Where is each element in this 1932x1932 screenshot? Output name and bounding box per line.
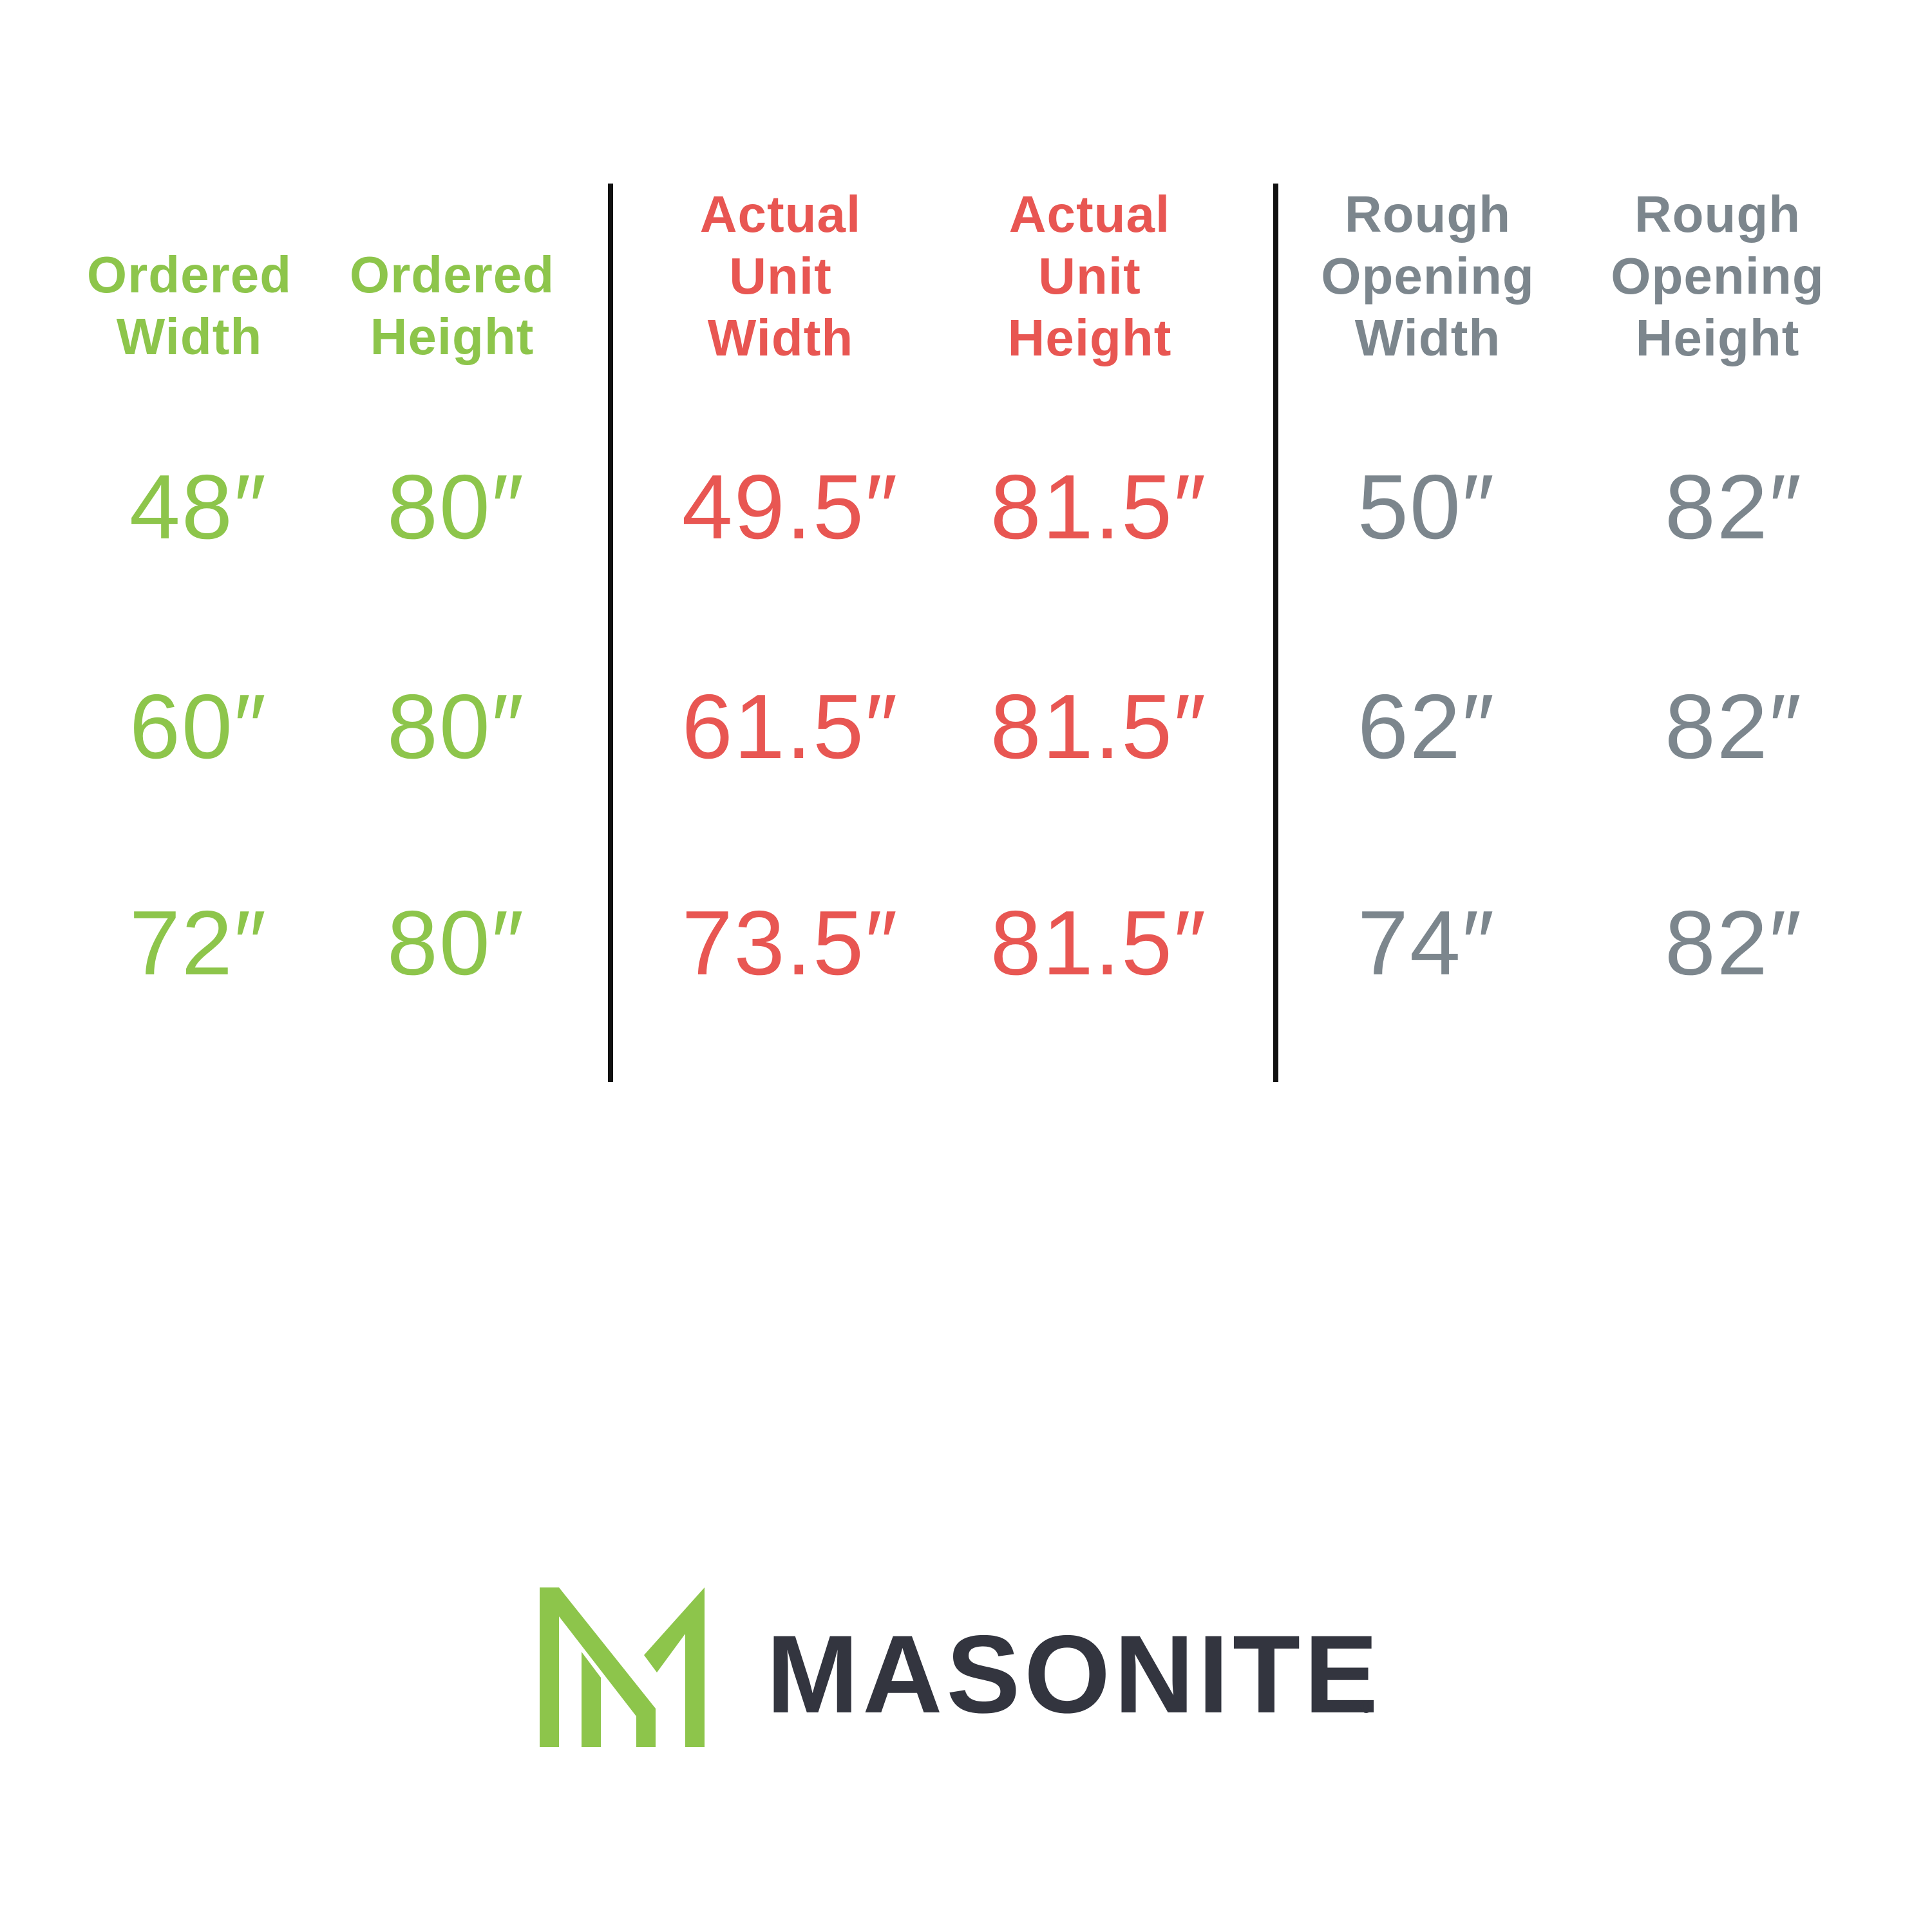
cell-rough-height: 82″: [1664, 892, 1803, 994]
header-line: Height: [370, 308, 535, 365]
header-line: Opening: [1321, 247, 1535, 305]
header-line: Height: [1635, 309, 1800, 366]
brand-wordmark: MASONITE: [766, 1613, 1382, 1736]
header-line: Ordered: [86, 246, 292, 303]
header-line: Actual: [1009, 185, 1171, 243]
cell-ordered-width: 48″: [129, 456, 268, 558]
registered-mark: ®: [1360, 1698, 1373, 1717]
cell-rough-width: 62″: [1357, 676, 1496, 778]
header-line: Width: [707, 309, 854, 366]
header-rough-opening-width: Rough Opening Width: [1293, 184, 1563, 369]
divider-actual-rough: [1273, 184, 1278, 1082]
cell-actual-width: 49.5″: [681, 456, 899, 558]
divider-ordered-actual: [608, 184, 613, 1082]
cell-actual-width: 73.5″: [681, 892, 899, 994]
masonite-m-icon: [540, 1587, 705, 1750]
header-rough-opening-height: Rough Opening Height: [1582, 184, 1853, 369]
cell-ordered-width: 60″: [129, 676, 268, 778]
header-ordered-height: Ordered Height: [317, 244, 587, 368]
header-ordered-width: Ordered Width: [54, 244, 325, 368]
header-line: Actual: [699, 185, 862, 243]
header-line: Width: [116, 308, 263, 365]
cell-actual-height: 81.5″: [990, 892, 1208, 994]
header-line: Ordered: [349, 246, 555, 303]
cell-actual-width: 61.5″: [681, 676, 899, 778]
cell-ordered-height: 80″: [386, 456, 526, 558]
cell-rough-height: 82″: [1664, 676, 1803, 778]
cell-actual-height: 81.5″: [990, 676, 1208, 778]
cell-rough-width: 50″: [1357, 456, 1496, 558]
cell-actual-height: 81.5″: [990, 456, 1208, 558]
cell-ordered-height: 80″: [386, 892, 526, 994]
header-line: Width: [1354, 309, 1501, 366]
header-line: Rough: [1634, 185, 1801, 243]
header-actual-unit-width: Actual Unit Width: [645, 184, 916, 369]
header-line: Rough: [1344, 185, 1511, 243]
header-line: Opening: [1611, 247, 1824, 305]
header-line: Unit: [729, 247, 832, 305]
header-line: Height: [1007, 309, 1172, 366]
cell-ordered-height: 80″: [386, 676, 526, 778]
cell-rough-height: 82″: [1664, 456, 1803, 558]
cell-rough-width: 74″: [1357, 892, 1496, 994]
header-actual-unit-height: Actual Unit Height: [954, 184, 1225, 369]
header-line: Unit: [1038, 247, 1141, 305]
cell-ordered-width: 72″: [129, 892, 268, 994]
